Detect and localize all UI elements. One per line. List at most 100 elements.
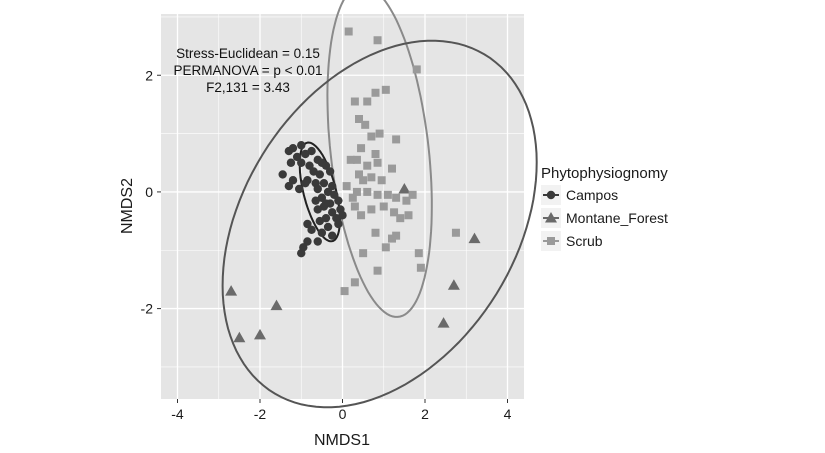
x-axis-title: NMDS1 <box>314 432 370 449</box>
point-scrub <box>412 65 421 74</box>
y-axis-title: NMDS2 <box>119 178 136 234</box>
legend-label: Campos <box>566 187 618 203</box>
x-tick-label: 0 <box>339 406 347 422</box>
point-scrub <box>414 249 423 258</box>
point-scrub <box>371 228 380 237</box>
point-scrub <box>352 155 361 164</box>
point-scrub <box>371 150 380 158</box>
point-campos <box>286 158 296 167</box>
point-scrub <box>344 27 353 36</box>
point-scrub <box>371 88 380 97</box>
point-campos <box>301 178 310 188</box>
point-scrub <box>348 193 357 202</box>
point-campos <box>323 222 333 232</box>
point-scrub <box>355 115 363 123</box>
point-campos <box>284 181 294 191</box>
point-campos <box>303 219 312 229</box>
axes: -4 -2 0 2 4 2 0 -2 <box>141 67 512 422</box>
point-campos <box>297 158 306 167</box>
point-scrub <box>375 129 384 138</box>
point-scrub <box>363 187 372 196</box>
annotation-line-2: PERMANOVA = p < 0.01 <box>173 63 322 78</box>
point-montane-forest <box>447 279 460 290</box>
point-campos <box>311 196 320 205</box>
ellipse-campos <box>298 141 341 243</box>
point-scrub <box>367 205 376 214</box>
legend-item-campos: Campos <box>541 185 618 205</box>
point-campos <box>313 205 322 214</box>
point-scrub <box>392 193 401 202</box>
y-tick-label: 2 <box>145 67 153 83</box>
point-scrub <box>392 135 401 144</box>
point-scrub <box>373 190 382 199</box>
point-scrub <box>377 176 386 185</box>
point-scrub <box>350 202 359 211</box>
point-scrub <box>451 228 460 237</box>
point-campos <box>334 196 343 205</box>
point-campos <box>288 176 298 185</box>
point-scrub <box>408 190 417 199</box>
legend-key-circle <box>546 190 556 200</box>
point-scrub <box>357 144 366 153</box>
point-campos <box>305 161 314 170</box>
point-scrub <box>350 278 359 287</box>
point-campos <box>330 190 339 200</box>
point-scrub <box>381 85 390 94</box>
point-scrub <box>355 170 363 179</box>
legend: Phytophysiognomy Campos Montane_Forest Scr… <box>541 165 668 251</box>
point-montane-forest <box>437 317 450 328</box>
point-scrub <box>363 161 372 170</box>
point-scrub <box>367 173 376 182</box>
point-scrub <box>363 97 372 106</box>
legend-label: Montane_Forest <box>566 210 668 226</box>
x-tick-label: 2 <box>421 406 429 422</box>
point-campos <box>317 228 327 237</box>
point-scrub <box>388 164 396 173</box>
legend-item-montane-forest: Montane_Forest <box>541 208 668 228</box>
point-scrub <box>357 211 366 220</box>
point-campos <box>307 146 316 156</box>
point-campos <box>315 170 325 179</box>
point-montane-forest <box>468 232 481 244</box>
point-scrub <box>392 231 401 240</box>
point-campos <box>297 248 306 258</box>
point-scrub <box>373 158 382 167</box>
point-scrub <box>373 36 382 45</box>
legend-key-triangle <box>545 212 557 223</box>
point-scrub <box>383 190 392 199</box>
annotation-line-1: Stress-Euclidean = 0.15 <box>176 46 320 61</box>
point-scrub <box>390 208 399 217</box>
point-campos <box>325 167 335 176</box>
point-campos <box>327 181 337 191</box>
point-scrub <box>388 234 396 243</box>
legend-key-square <box>547 237 555 245</box>
point-campos <box>288 143 298 153</box>
point-campos <box>292 152 302 162</box>
y-tick-label: -2 <box>141 301 154 317</box>
point-campos <box>327 231 337 240</box>
point-scrub <box>416 263 425 272</box>
point-scrub <box>346 155 355 164</box>
point-scrub <box>359 176 368 185</box>
point-campos <box>297 141 306 150</box>
point-montane-forest <box>398 183 411 194</box>
point-scrub <box>350 97 359 106</box>
y-tick-label: 0 <box>145 184 153 200</box>
point-campos <box>313 184 322 194</box>
point-campos <box>278 170 287 179</box>
point-scrub <box>396 214 405 223</box>
point-campos <box>294 184 304 194</box>
legend-title: Phytophysiognomy <box>541 165 668 182</box>
point-scrub <box>342 182 351 191</box>
point-campos <box>307 225 316 235</box>
point-campos <box>321 199 331 208</box>
point-scrub <box>402 196 411 205</box>
point-campos <box>319 178 329 188</box>
point-montane-forest <box>225 285 238 296</box>
annotation-line-3: F2,131 = 3.43 <box>206 80 290 95</box>
point-scrub <box>340 287 349 296</box>
point-campos <box>313 237 322 246</box>
ellipse-layer <box>221 0 538 409</box>
point-scrub <box>379 202 388 211</box>
